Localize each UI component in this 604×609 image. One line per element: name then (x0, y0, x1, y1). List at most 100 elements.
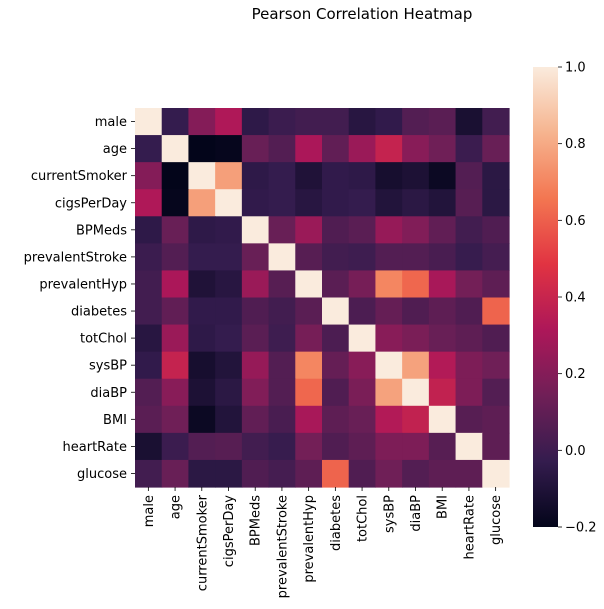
heatmap-cell-male-sysBP (375, 108, 403, 136)
x-tick-label-totChol: totChol (356, 495, 371, 542)
heatmap-cell-diaBP-BMI (428, 378, 457, 407)
heatmap-cell-currentSmoker-cigsPerDay (215, 162, 243, 190)
x-tick-label-diabetes: diabetes (329, 495, 344, 551)
heatmap-cell-age-male (135, 135, 163, 163)
heatmap-cell-glucose-age (161, 459, 190, 488)
heatmap-cell-diabetes-BPMeds (241, 297, 270, 326)
heatmap-cell-sysBP-BPMeds (241, 351, 270, 380)
heatmap-cell-age-BMI (428, 135, 457, 163)
heatmap-cell-sysBP-prevalentStroke (268, 351, 296, 380)
heatmap-cell-cigsPerDay-prevalentHyp (295, 189, 323, 217)
heatmap-cell-cigsPerDay-sysBP (375, 189, 403, 217)
heatmap-cell-male-heartRate (455, 108, 483, 136)
heatmap-cell-diabetes-heartRate (455, 297, 483, 326)
x-tick-label-BMI: BMI (436, 495, 451, 519)
heatmap-cell-prevalentStroke-totChol (348, 243, 377, 272)
heatmap-cell-totChol-male (135, 324, 163, 353)
heatmap-cell-totChol-currentSmoker (188, 324, 216, 353)
heatmap-cell-prevalentHyp-sysBP (375, 270, 403, 299)
heatmap-cell-prevalentStroke-prevalentStroke (268, 243, 296, 272)
heatmap-cell-heartRate-prevalentStroke (268, 432, 296, 461)
heatmap-cell-totChol-age (161, 324, 190, 353)
heatmap-cell-sysBP-diabetes (322, 351, 350, 380)
heatmap-cell-diabetes-diaBP (402, 297, 430, 326)
heatmap-cell-diabetes-diabetes (322, 297, 350, 326)
heatmap-cell-diabetes-cigsPerDay (215, 297, 243, 326)
heatmap-cell-glucose-glucose (482, 459, 510, 488)
heatmap-cell-male-BPMeds (241, 108, 270, 136)
heatmap-cell-BPMeds-BMI (428, 216, 457, 244)
heatmap-cell-prevalentStroke-glucose (482, 243, 510, 272)
heatmap-cell-glucose-male (135, 459, 163, 488)
x-tick-label-BPMeds: BPMeds (249, 495, 264, 546)
heatmap-cell-heartRate-heartRate (455, 432, 483, 461)
heatmap-cell-diaBP-diaBP (402, 378, 430, 407)
heatmap-cell-male-cigsPerDay (215, 108, 243, 136)
heatmap-cell-cigsPerDay-diabetes (322, 189, 350, 217)
y-tick-label-currentSmoker: currentSmoker (31, 169, 128, 184)
heatmap-cell-age-prevalentHyp (295, 135, 323, 163)
heatmap-cell-BMI-heartRate (455, 405, 483, 434)
x-tick-label-diaBP: diaBP (409, 495, 424, 532)
colorbar-tick-label: 0.6 (565, 214, 586, 229)
heatmap-cell-prevalentStroke-cigsPerDay (215, 243, 243, 272)
heatmap-cell-prevalentStroke-age (161, 243, 190, 272)
heatmap-cell-prevalentHyp-currentSmoker (188, 270, 216, 299)
heatmap-cell-BMI-diabetes (322, 405, 350, 434)
y-tick-label-sysBP: sysBP (89, 359, 127, 374)
heatmap-cell-prevalentHyp-diabetes (322, 270, 350, 299)
heatmap-cell-BPMeds-BPMeds (241, 216, 270, 244)
heatmap-cell-prevalentHyp-cigsPerDay (215, 270, 243, 299)
heatmap-cell-prevalentHyp-prevalentStroke (268, 270, 296, 299)
heatmap-cell-sysBP-BMI (428, 351, 457, 380)
heatmap-cell-male-diabetes (322, 108, 350, 136)
heatmap-cell-currentSmoker-prevalentHyp (295, 162, 323, 190)
colorbar-tick-label: 0.2 (565, 367, 586, 382)
x-tick-label-prevalentStroke: prevalentStroke (275, 495, 290, 598)
heatmap-cell-BMI-glucose (482, 405, 510, 434)
heatmap-cell-male-male (135, 108, 163, 136)
heatmap-cell-sysBP-diaBP (402, 351, 430, 380)
heatmap-cell-totChol-totChol (348, 324, 377, 353)
heatmap-cell-BPMeds-male (135, 216, 163, 244)
heatmap-cell-diabetes-currentSmoker (188, 297, 216, 326)
heatmap-cell-BPMeds-cigsPerDay (215, 216, 243, 244)
heatmap-cell-prevalentStroke-BMI (428, 243, 457, 272)
heatmap-cell-age-totChol (348, 135, 377, 163)
heatmap-cell-prevalentStroke-diaBP (402, 243, 430, 272)
heatmap-cell-prevalentHyp-age (161, 270, 190, 299)
y-tick-label-heartRate: heartRate (63, 440, 127, 455)
heatmap-cell-prevalentStroke-currentSmoker (188, 243, 216, 272)
heatmap-cell-currentSmoker-totChol (348, 162, 377, 190)
y-tick-labels: male age currentSmoker cigsPerDay BPMeds prev… (24, 115, 135, 482)
heatmap-cell-diaBP-cigsPerDay (215, 378, 243, 407)
heatmap-cell-glucose-diaBP (402, 459, 430, 488)
heatmap-cell-glucose-prevalentStroke (268, 459, 296, 488)
heatmap-cell-age-glucose (482, 135, 510, 163)
heatmap-cell-BPMeds-totChol (348, 216, 377, 244)
heatmap-cell-prevalentHyp-prevalentHyp (295, 270, 323, 299)
heatmap-cell-currentSmoker-sysBP (375, 162, 403, 190)
heatmap-cell-cigsPerDay-currentSmoker (188, 189, 216, 217)
heatmap-cell-prevalentHyp-totChol (348, 270, 377, 299)
heatmap-cell-totChol-diaBP (402, 324, 430, 353)
x-tick-label-male: male (142, 495, 157, 527)
heatmap-cell-sysBP-age (161, 351, 190, 380)
heatmap-cell-cigsPerDay-male (135, 189, 163, 217)
colorbar-tick-label: 1.0 (565, 61, 586, 76)
heatmap-cell-heartRate-glucose (482, 432, 510, 461)
heatmap-cell-cigsPerDay-totChol (348, 189, 377, 217)
heatmap-cell-age-BPMeds (241, 135, 270, 163)
heatmap-cell-sysBP-sysBP (375, 351, 403, 380)
colorbar: −0.2 0.0 0.2 0.4 0.6 0.8 1.0 (533, 61, 597, 536)
heatmap-cells (135, 108, 510, 488)
heatmap-cell-currentSmoker-currentSmoker (188, 162, 216, 190)
heatmap-cell-male-BMI (428, 108, 457, 136)
heatmap-cell-BPMeds-age (161, 216, 190, 244)
heatmap-cell-heartRate-male (135, 432, 163, 461)
chart-title: Pearson Correlation Heatmap (252, 5, 473, 23)
heatmap-cell-BPMeds-heartRate (455, 216, 483, 244)
colorbar-tick-label: 0.8 (565, 137, 586, 152)
x-tick-label-prevalentHyp: prevalentHyp (302, 495, 317, 583)
heatmap-cell-cigsPerDay-diaBP (402, 189, 430, 217)
